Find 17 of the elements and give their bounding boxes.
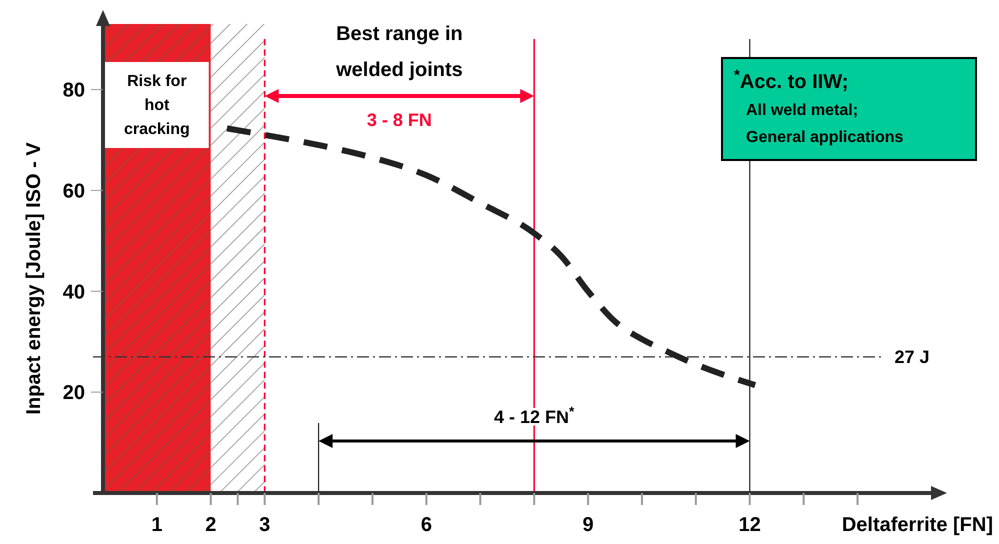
annotation: 3 - 8 FN bbox=[366, 110, 432, 130]
x-tick-label: 12 bbox=[738, 514, 761, 536]
ref-line-label: 27 J bbox=[894, 346, 930, 367]
annotation: $^{*}$Acc. to IIW; All weld metal; General applications bbox=[734, 66, 904, 146]
y-axis-title: Inpact energy [Joule] ISO - V bbox=[23, 142, 45, 415]
band-label: Risk for hot cracking bbox=[124, 73, 190, 138]
x-tick-label: 3 bbox=[259, 514, 270, 536]
y-tick-label: 20 bbox=[62, 382, 85, 404]
x-tick-label: 1 bbox=[151, 514, 162, 536]
x-axis-title: Deltaferrite [FN] bbox=[842, 514, 993, 536]
y-tick-label: 80 bbox=[62, 80, 85, 102]
x-tick-label: 6 bbox=[420, 514, 432, 536]
y-tick-label: 40 bbox=[62, 281, 85, 304]
x-tick-label: 2 bbox=[205, 514, 216, 536]
y-tick-label: 60 bbox=[62, 180, 85, 202]
x-tick-label: 9 bbox=[582, 514, 594, 536]
annotation: Best range in welded joints bbox=[335, 23, 463, 81]
